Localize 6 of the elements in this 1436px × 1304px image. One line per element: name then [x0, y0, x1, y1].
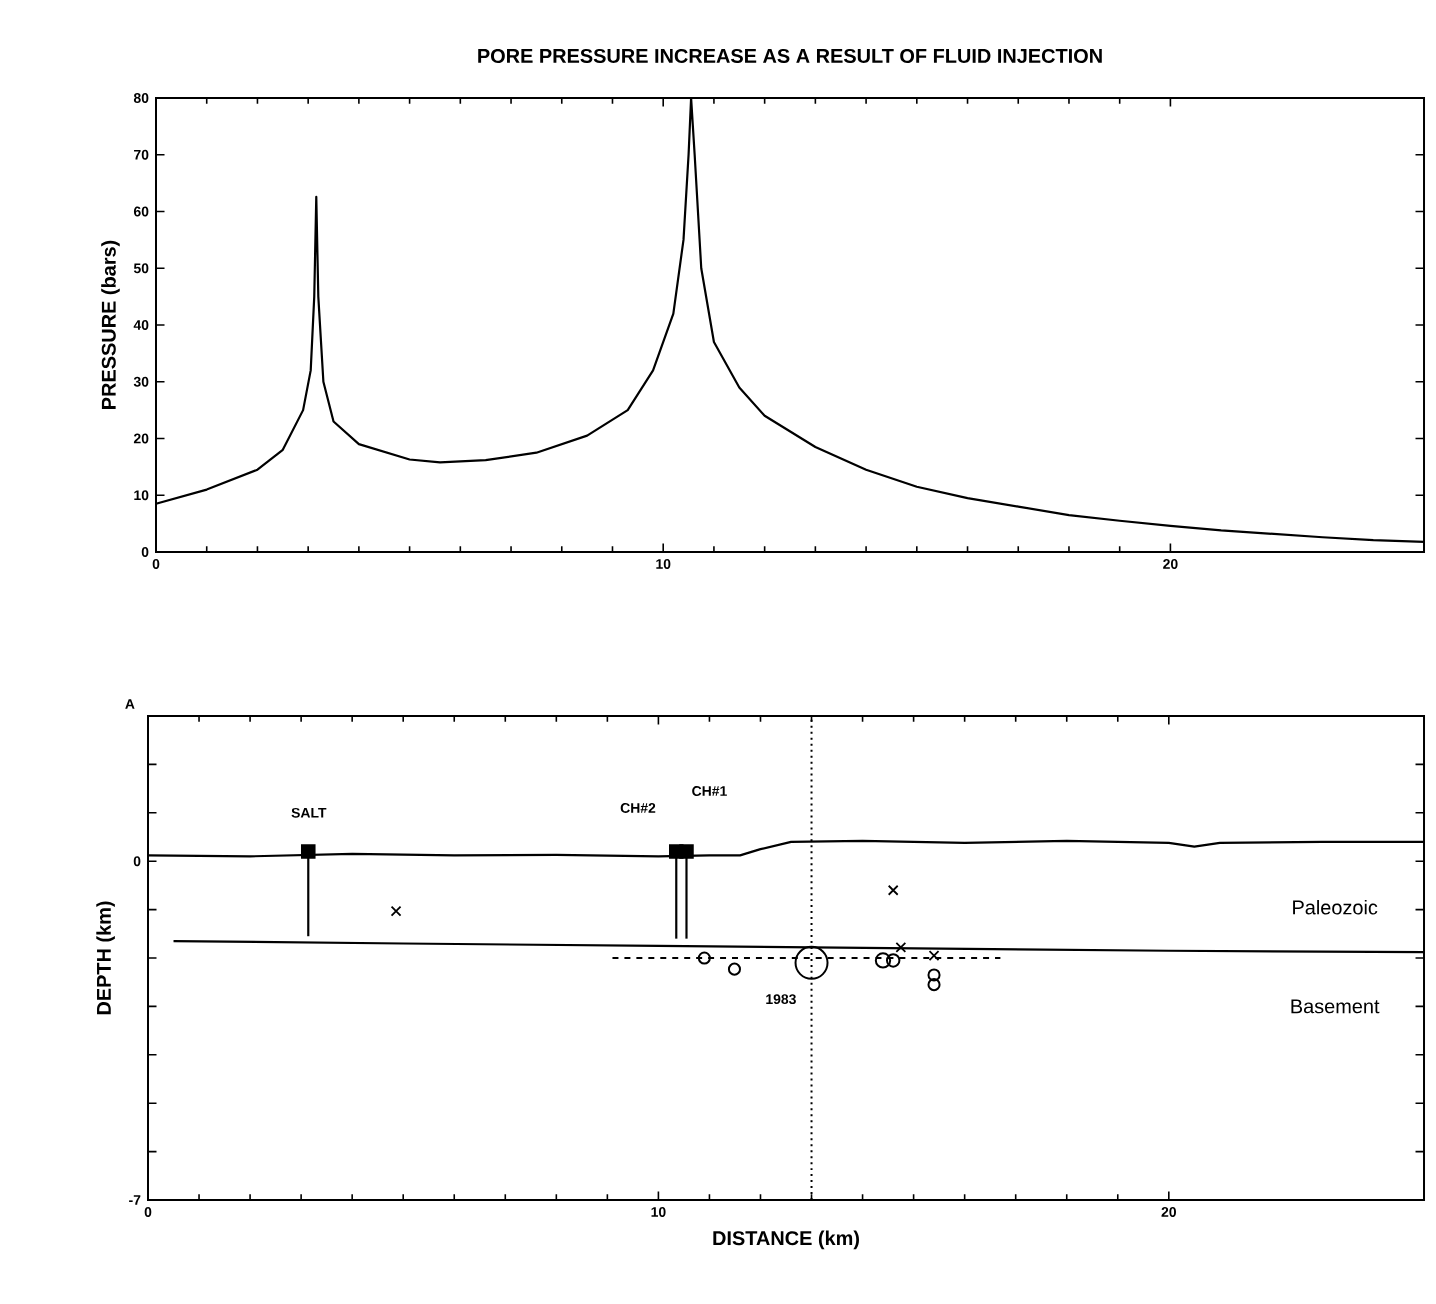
y-axis-title: PRESSURE (bars) — [101, 240, 120, 409]
annotation: Paleozoic — [1293, 899, 1378, 915]
x-axis-title: DISTANCE (km) — [713, 1230, 859, 1250]
annotation: Basement — [1291, 999, 1380, 1014]
y-axis-title: DEPTH (km) — [96, 901, 115, 1015]
chart-title: PORE PRESSURE INCREASE AS A RESULT OF FLUID INJECTION — [478, 48, 1102, 63]
